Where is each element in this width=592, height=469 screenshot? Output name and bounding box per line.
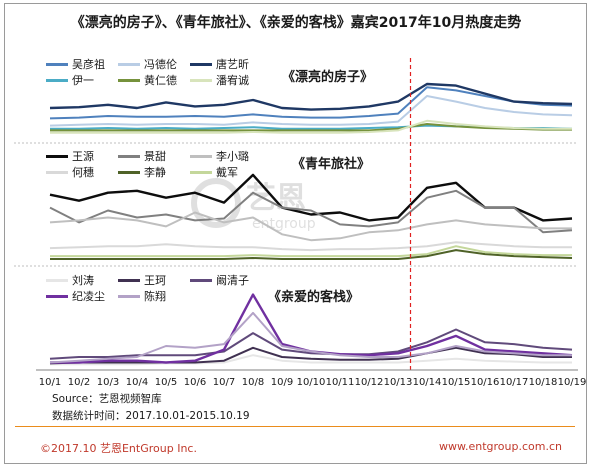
series-line-2-1	[49, 173, 573, 222]
x-tick-label: 10/18	[529, 377, 558, 388]
x-tick-label: 10/5	[155, 377, 177, 388]
series-line-3-5	[49, 311, 572, 364]
x-tick-label: 10/1	[39, 377, 61, 388]
legend-swatch	[46, 78, 68, 82]
legend-label: 李静	[144, 166, 166, 179]
series-line-2-2	[49, 189, 573, 234]
series-line-1-1	[49, 86, 573, 120]
legend-swatch	[46, 294, 68, 298]
legend-label: 何穗	[72, 166, 94, 179]
legend-label: 陈翔	[144, 290, 166, 303]
series-line-1-6	[50, 119, 572, 134]
legend-label: 伊一	[72, 74, 94, 87]
x-tick-label: 10/16	[471, 377, 500, 388]
legend-label: 潘宥诚	[216, 74, 249, 87]
legend-label: 李小璐	[216, 150, 249, 163]
legend-label: 戴军	[216, 166, 238, 179]
panel-title-1: 《漂亮的房子》	[282, 70, 374, 85]
legend-swatch	[118, 154, 140, 158]
legend-item: 王源	[46, 148, 94, 164]
x-tick-label: 10/14	[413, 377, 442, 388]
series-line-2-6	[50, 245, 572, 258]
legend-item: 李静	[118, 164, 166, 180]
series-line-3-1	[50, 354, 572, 366]
x-tick-label: 10/10	[297, 377, 326, 388]
x-tick-label: 10/9	[271, 377, 293, 388]
series-line-1-5	[50, 123, 572, 132]
chart-frame	[4, 3, 587, 464]
chart-title: 《漂亮的房子》、《青年旅社》、《亲爱的客栈》嘉宾2017年10月热度走势	[70, 15, 522, 31]
legend-item: 冯德伦	[118, 56, 177, 72]
legend-swatch	[46, 170, 68, 174]
x-tick-label: 10/6	[184, 377, 206, 388]
legend-swatch	[190, 278, 212, 282]
legend-label: 冯德伦	[144, 58, 177, 71]
legend-item: 陈翔	[118, 288, 166, 304]
series-line-2-5	[50, 249, 573, 260]
legend-swatch	[118, 294, 140, 298]
legend-item: 阚清子	[190, 272, 249, 288]
x-tick-label: 10/15	[442, 377, 471, 388]
legend-swatch	[118, 278, 140, 282]
legend-label: 阚清子	[216, 274, 249, 287]
legend-item: 纪凌尘	[46, 288, 105, 304]
legend-item: 伊一	[46, 72, 94, 88]
legend-label: 王源	[72, 150, 94, 163]
legend-swatch	[46, 278, 68, 282]
x-tick-label: 10/12	[355, 377, 384, 388]
series-line-2-3	[49, 211, 572, 242]
x-tick-label: 10/17	[500, 377, 529, 388]
series-line-3-3	[49, 328, 573, 360]
legend-swatch	[190, 170, 212, 174]
legend-item: 刘涛	[46, 272, 94, 288]
legend-swatch	[46, 62, 68, 66]
x-tick-label: 10/4	[126, 377, 148, 388]
legend-label: 黄仁德	[144, 74, 177, 87]
series-line-1-2	[49, 95, 573, 127]
stat-time-text: 数据统计时间：2017.10.01-2015.10.19	[52, 410, 250, 422]
legend-item: 潘宥诚	[190, 72, 249, 88]
panel-title-2: 《青年旅社》	[292, 157, 371, 172]
legend-item: 何穗	[46, 164, 94, 180]
x-tick-label: 10/13	[384, 377, 413, 388]
legend-label: 刘涛	[72, 274, 94, 287]
legend-swatch	[118, 78, 140, 82]
legend-item: 景甜	[118, 148, 166, 164]
x-tick-label: 10/2	[68, 377, 90, 388]
footer-divider	[15, 426, 575, 427]
legend-label: 王珂	[144, 274, 166, 287]
legend-item: 黄仁德	[118, 72, 177, 88]
legend-swatch	[118, 62, 140, 66]
legend-swatch	[190, 78, 212, 82]
x-tick-label: 10/8	[242, 377, 264, 388]
legend-swatch	[118, 170, 140, 174]
legend-label: 吴彦祖	[72, 58, 105, 71]
x-tick-label: 10/3	[97, 377, 119, 388]
legend-label: 唐艺昕	[216, 58, 249, 71]
website-link[interactable]: www.entgroup.com.cn	[439, 440, 562, 453]
legend-item: 王珂	[118, 272, 166, 288]
series-line-1-3	[49, 82, 573, 111]
legend-label: 纪凌尘	[72, 290, 105, 303]
legend-item: 唐艺昕	[190, 56, 249, 72]
x-tick-label: 10/19	[558, 377, 587, 388]
source-text: Source：艺恩视频智库	[52, 393, 162, 405]
copyright-text: ©2017.10 艺恩EntGroup Inc.	[40, 442, 197, 455]
svg-text:entgroup: entgroup	[252, 216, 316, 232]
x-tick-label: 10/11	[326, 377, 355, 388]
legend-item: 吴彦祖	[46, 56, 105, 72]
series-line-3-2	[49, 346, 572, 365]
legend-item: 戴军	[190, 164, 238, 180]
legend-item: 李小璐	[190, 148, 249, 164]
x-tick-label: 10/7	[213, 377, 235, 388]
legend-swatch	[190, 154, 212, 158]
legend-swatch	[46, 154, 68, 158]
legend-swatch	[190, 62, 212, 66]
panel-title-3: 《亲爱的客栈》	[268, 290, 360, 305]
legend-label: 景甜	[144, 150, 166, 163]
series-line-2-4	[49, 241, 572, 252]
